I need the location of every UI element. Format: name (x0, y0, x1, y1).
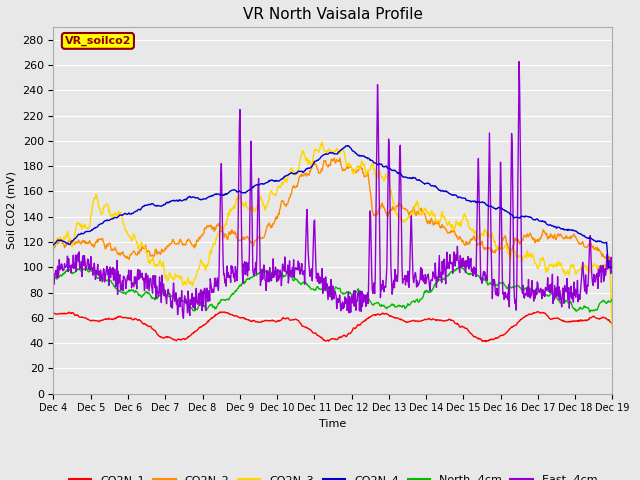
Y-axis label: Soil CO2 (mV): Soil CO2 (mV) (7, 171, 17, 250)
Legend: CO2N_1, CO2N_2, CO2N_3, CO2N_4, North -4cm, East -4cm: CO2N_1, CO2N_2, CO2N_3, CO2N_4, North -4… (65, 471, 602, 480)
Title: VR North Vaisala Profile: VR North Vaisala Profile (243, 7, 423, 22)
Text: VR_soilco2: VR_soilco2 (65, 36, 131, 46)
X-axis label: Time: Time (319, 419, 347, 429)
